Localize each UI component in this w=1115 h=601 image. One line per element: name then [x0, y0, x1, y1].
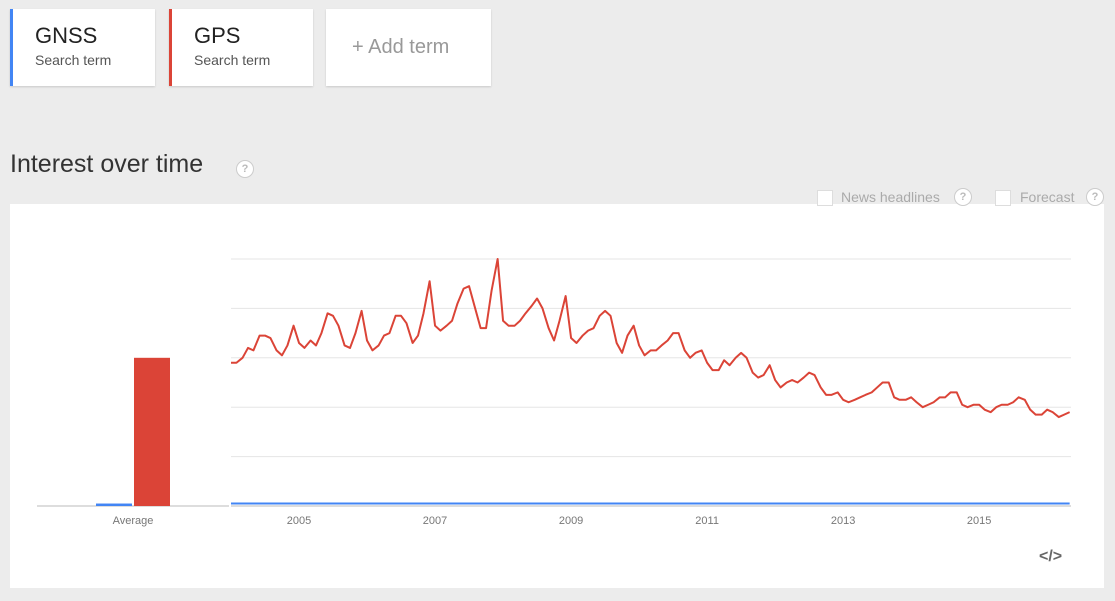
add-term: + Add term [352, 36, 450, 58]
chart-panel [10, 204, 1104, 588]
help-icon[interactable]: ? [236, 160, 254, 178]
average-label: Average [113, 515, 154, 527]
x-tick-label: 2007 [423, 515, 447, 527]
term-name: GPS [194, 23, 241, 48]
x-tick-label: 2009 [559, 515, 583, 527]
average-bar [96, 503, 132, 506]
term-label: Search term [194, 52, 271, 68]
x-tick-label: 2011 [695, 515, 719, 527]
section-title: Interest over time [10, 150, 204, 178]
help-icon[interactable]: ? [1086, 188, 1104, 206]
search-term-card[interactable]: GNSS Search term [10, 9, 155, 86]
checkbox[interactable] [995, 190, 1011, 206]
x-tick-label: 2013 [831, 515, 855, 527]
series-line [231, 258, 1071, 419]
search-term-card[interactable]: GPS Search term [169, 9, 313, 86]
term-name: GNSS [35, 23, 98, 48]
checkbox[interactable] [817, 190, 833, 206]
x-tick-label: 2005 [287, 515, 311, 527]
average-bar [134, 357, 170, 506]
x-tick-label: 2015 [967, 515, 991, 527]
option-label: Forecast [1020, 189, 1075, 205]
term-label: Search term [35, 52, 112, 68]
help-icon[interactable]: ? [954, 188, 972, 206]
option-label: News headlines [841, 189, 940, 205]
add-term-card[interactable]: + Add term [326, 9, 491, 86]
embed-icon[interactable]: </> [1039, 548, 1063, 565]
